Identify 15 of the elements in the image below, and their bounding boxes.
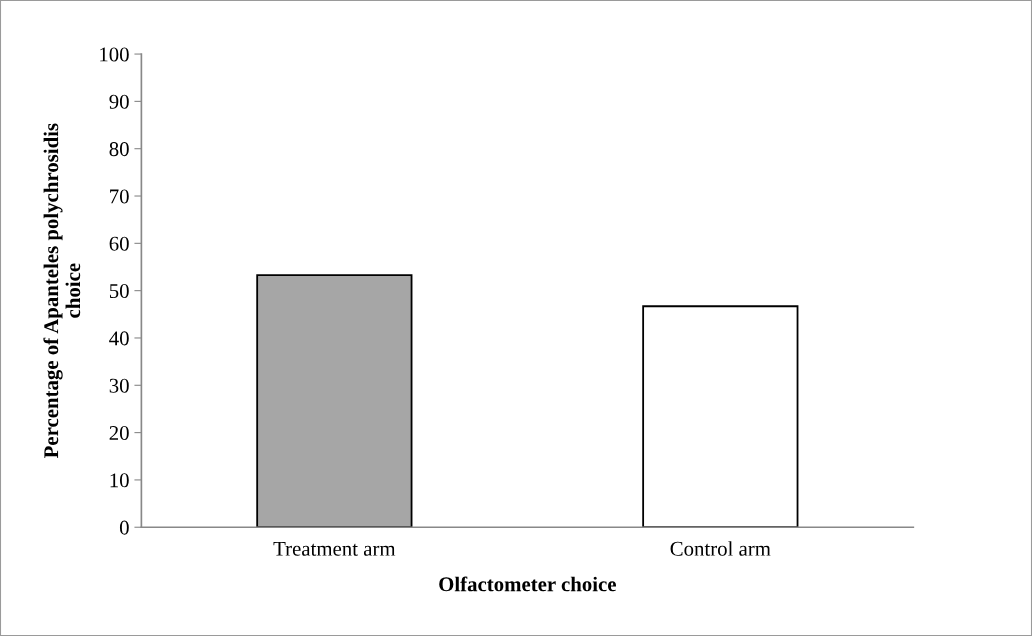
- y-tick-label: 100: [100, 47, 129, 62]
- x-axis-title: Olfactometer choice: [439, 576, 616, 592]
- y-tick-label: 70: [110, 189, 129, 204]
- y-tick-label: 80: [109, 142, 129, 157]
- y-tick-label: 90: [109, 94, 129, 109]
- x-tick-label: Control arm: [670, 541, 771, 556]
- x-tick-label: Treatment arm: [273, 541, 396, 556]
- y-tick-label: 0: [119, 520, 129, 535]
- y-tick-label: 60: [109, 236, 129, 251]
- y-tick-label: 30: [109, 378, 129, 393]
- y-tick-label: 50: [109, 284, 129, 299]
- y-axis-title: Percentage of Apanteles polychrosidis choice: [43, 123, 81, 459]
- y-tick-label: 20: [109, 425, 129, 441]
- y-tick-label: 40: [109, 331, 129, 346]
- y-tick-label: 10: [110, 473, 129, 488]
